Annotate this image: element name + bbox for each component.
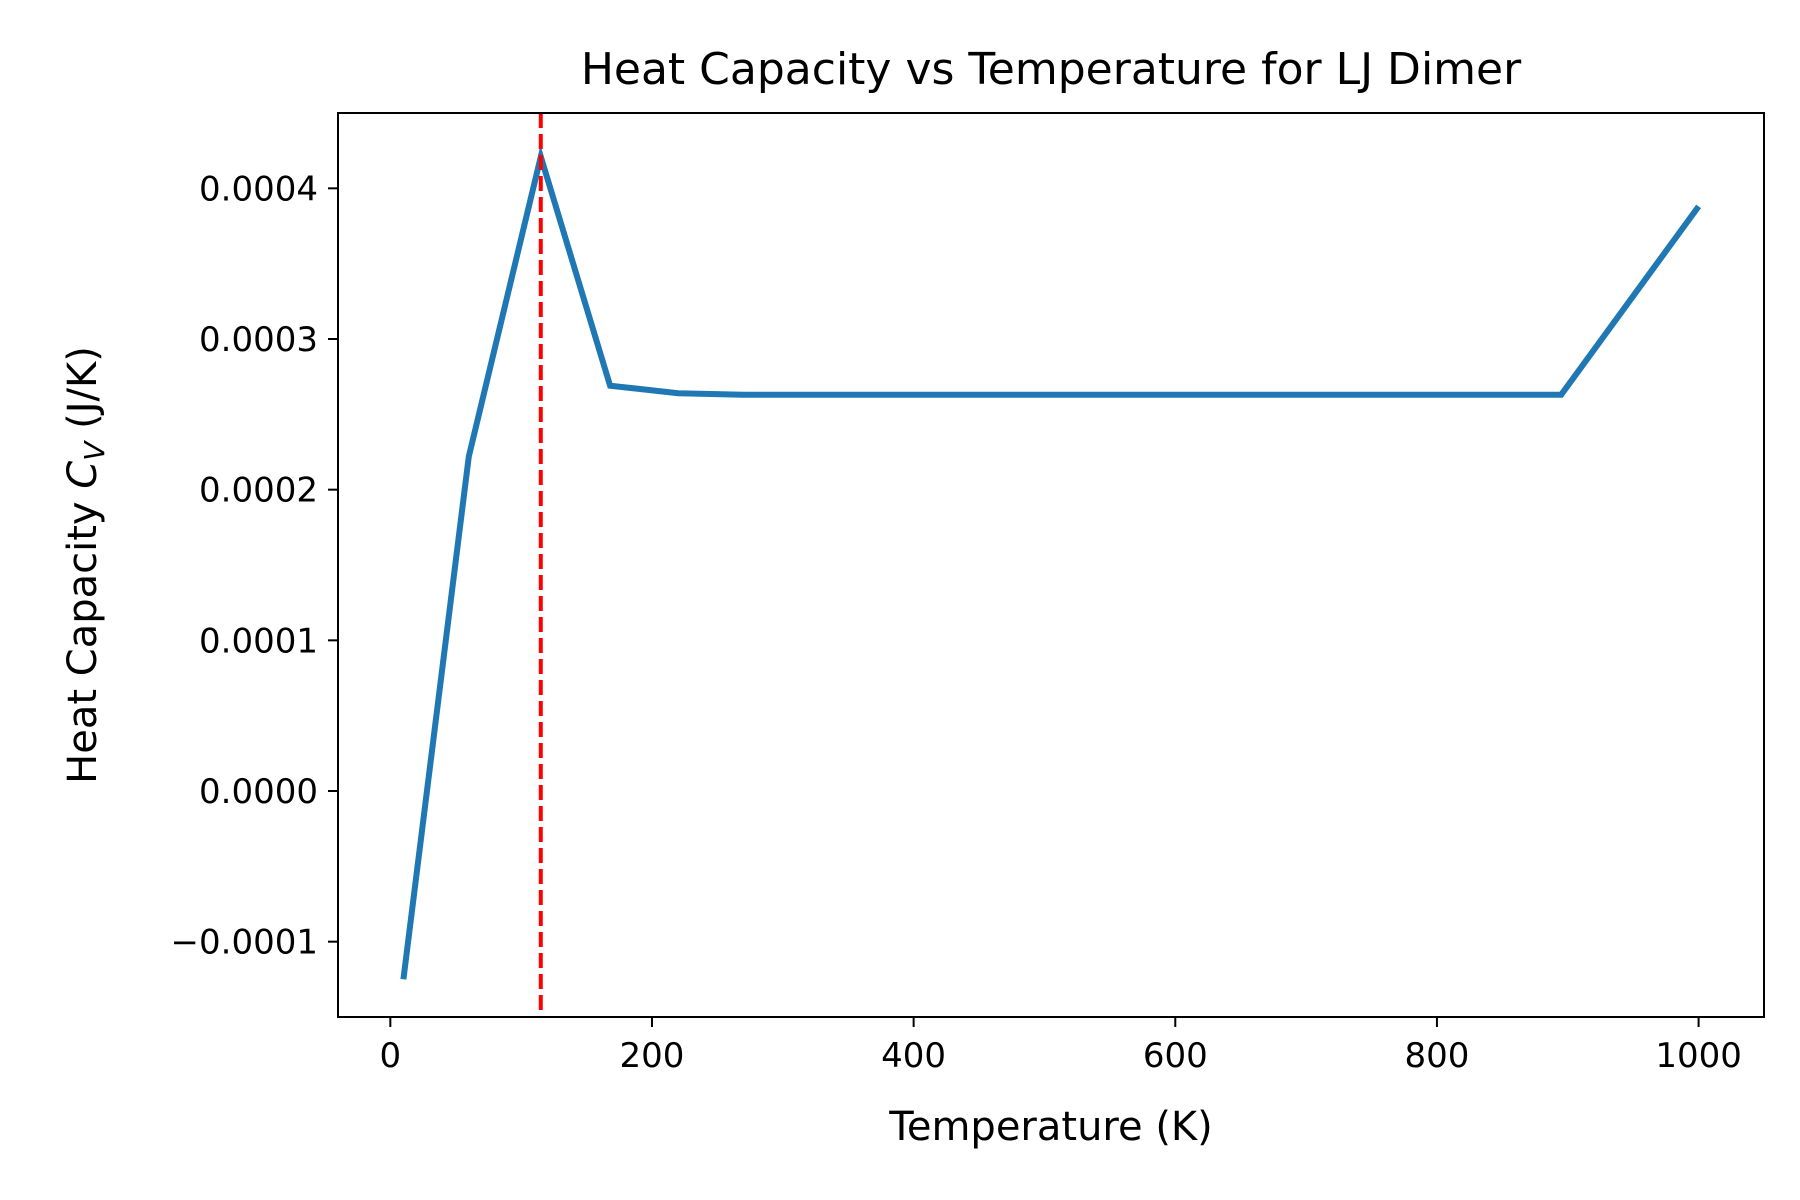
y-axis-label: Heat Capacity CV (J/K) <box>60 346 111 784</box>
x-tick-label: 200 <box>620 1036 685 1076</box>
plot-area <box>400 113 1702 1017</box>
x-tick-label: 0 <box>380 1036 402 1076</box>
y-tick-label: 0.0003 <box>199 320 318 360</box>
y-tick-label: 0.0000 <box>199 772 318 812</box>
x-tick-label: 400 <box>881 1036 946 1076</box>
x-tick-label: 600 <box>1143 1036 1208 1076</box>
chart-title: Heat Capacity vs Temperature for LJ Dime… <box>581 44 1522 95</box>
series-line-0 <box>400 145 1702 980</box>
y-tick-label: 0.0004 <box>199 169 318 209</box>
x-axis-ticks: 0 200 400 600 800 1000 <box>380 1017 1742 1076</box>
y-axis-ticks: −0.0001 0.0000 0.0001 0.0002 0.0003 0.0004 <box>171 169 338 963</box>
y-tick-label: −0.0001 <box>171 923 318 963</box>
y-tick-label: 0.0001 <box>199 621 318 661</box>
x-tick-label: 800 <box>1404 1036 1469 1076</box>
y-tick-label: 0.0002 <box>199 471 318 511</box>
x-tick-label: 1000 <box>1655 1036 1742 1076</box>
x-axis-label: Temperature (K) <box>888 1104 1213 1150</box>
axes-frame <box>337 112 1765 1018</box>
